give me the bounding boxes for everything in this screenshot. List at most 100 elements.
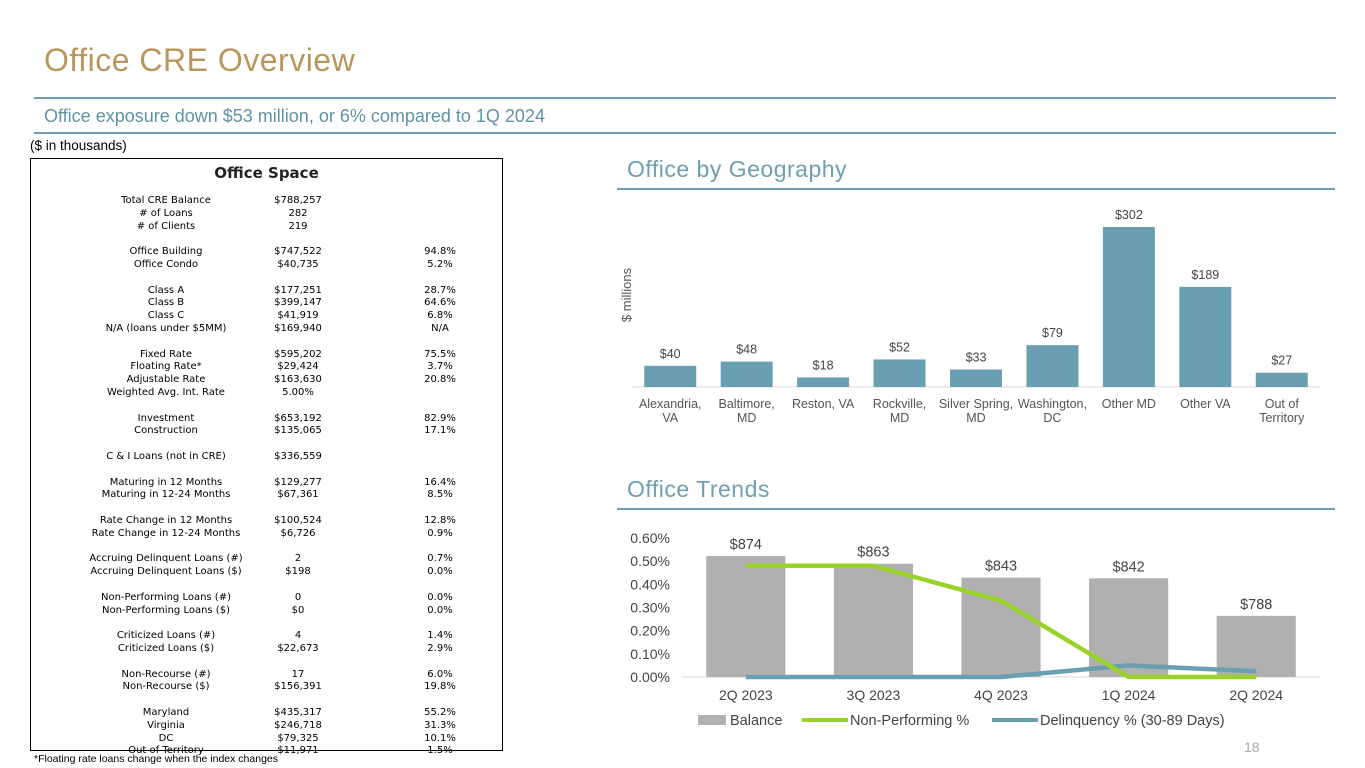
row-value: $67,361 xyxy=(277,489,319,501)
row-label: Maturing in 12 Months xyxy=(109,476,223,488)
table-row: Maryland $435,317 55.2% xyxy=(31,707,502,720)
geo-category-label: VA xyxy=(662,411,678,425)
geo-category-label: Other MD xyxy=(1102,397,1156,411)
row-label: # of Loans xyxy=(139,207,193,219)
table-row: Out of Territory $11,971 1.5% xyxy=(31,745,502,758)
row-percent: 12.8% xyxy=(424,515,456,526)
geo-category-label: MD xyxy=(966,411,985,425)
geo-bar xyxy=(950,369,1002,387)
trend-category-label: 2Q 2023 xyxy=(719,687,773,703)
row-percent: 0.0% xyxy=(427,566,453,578)
row-label: Fixed Rate xyxy=(139,348,193,360)
table-row: Non-Recourse (#) 17 6.0% xyxy=(31,669,502,682)
row-label: Maryland xyxy=(142,707,190,718)
legend-balance-swatch xyxy=(698,715,726,725)
geo-bar xyxy=(797,377,850,387)
table-row: DC $79,325 10.1% xyxy=(31,733,502,746)
trend-category-label: 1Q 2024 xyxy=(1102,687,1156,703)
row-label: Out of Territory xyxy=(128,745,204,757)
row-label: Class B xyxy=(147,297,185,309)
table-row: Rate Change in 12-24 Months $6,726 0.9% xyxy=(31,528,502,541)
table-row: Rate Change in 12 Months $100,524 12.8% xyxy=(31,515,502,528)
row-label: Class C xyxy=(147,310,185,322)
row-percent: 0.9% xyxy=(427,527,453,539)
page-number: 18 xyxy=(1244,739,1260,755)
trend-y-tick: 0.50% xyxy=(630,553,670,569)
geo-bar xyxy=(644,365,697,387)
row-percent: 75.5% xyxy=(424,348,456,360)
office-space-table: Office Space Total CRE Balance $788,257 # … xyxy=(30,158,503,756)
row-value: $40,735 xyxy=(277,259,319,270)
row-value: $435,317 xyxy=(274,707,322,718)
row-value: 219 xyxy=(288,220,308,232)
row-value: $336,559 xyxy=(274,451,322,462)
balance-data-label: $843 xyxy=(985,559,1017,575)
table-row: # of Clients 219 xyxy=(31,221,502,234)
row-percent: 10.1% xyxy=(424,732,456,744)
geo-bar xyxy=(1255,372,1308,387)
row-value: $747,522 xyxy=(274,246,322,258)
row-value: $135,065 xyxy=(274,425,322,437)
table-row: # of Loans 282 xyxy=(31,208,502,221)
row-value: $100,524 xyxy=(274,515,322,526)
table-row: Virginia $246,718 31.3% xyxy=(31,720,502,733)
row-label: Accruing Delinquent Loans (#) xyxy=(89,553,243,565)
row-percent: 20.8% xyxy=(424,374,456,386)
balance-data-label: $842 xyxy=(1112,559,1144,575)
table-row: Weighted Avg. Int. Rate 5.00% xyxy=(31,387,502,400)
row-value: $788,257 xyxy=(274,195,322,206)
row-percent: 1.5% xyxy=(427,745,453,757)
geo-category-label: Territory xyxy=(1259,411,1305,425)
row-percent: 3.7% xyxy=(427,361,453,373)
table-row: Non-Performing Loans ($) $0 0.0% xyxy=(31,605,502,618)
geo-bar xyxy=(1102,227,1155,387)
geo-bar xyxy=(1026,345,1079,387)
geo-category-label: MD xyxy=(890,411,909,425)
row-percent: 31.3% xyxy=(424,719,456,731)
trend-y-tick: 0.20% xyxy=(630,623,670,639)
table-row: Office Condo $40,735 5.2% xyxy=(31,259,502,272)
table-row: Class A $177,251 28.7% xyxy=(31,285,502,298)
row-label: Virginia xyxy=(147,719,185,731)
geo-data-label: $40 xyxy=(660,347,681,361)
trends-divider xyxy=(617,508,1335,510)
table-row: Maturing in 12-24 Months $67,361 8.5% xyxy=(31,489,502,502)
subtitle-divider xyxy=(34,132,1336,134)
row-label: Maturing in 12-24 Months xyxy=(101,489,231,501)
geography-divider xyxy=(617,188,1335,190)
trend-y-tick: 0.60% xyxy=(630,530,670,546)
row-percent: 17.1% xyxy=(424,425,456,437)
geo-category-label: Other VA xyxy=(1180,397,1231,411)
non-performing-line xyxy=(745,563,1257,680)
row-label: Office Condo xyxy=(133,259,199,270)
row-label: Rate Change in 12 Months xyxy=(99,515,233,526)
legend-delinquency-label: Delinquency % (30-89 Days) xyxy=(1040,713,1225,729)
table-row: Total CRE Balance $788,257 xyxy=(31,195,502,208)
row-label: Accruing Delinquent Loans ($) xyxy=(90,566,242,578)
geo-category-label: Out of xyxy=(1265,397,1300,411)
row-value: $79,325 xyxy=(277,732,319,744)
table-row: Criticized Loans (#) 4 1.4% xyxy=(31,630,502,643)
geo-data-label: $33 xyxy=(966,351,987,365)
table-row: C & I Loans (not in CRE) $336,559 xyxy=(31,451,502,464)
row-value: 0 xyxy=(294,591,302,603)
title-divider xyxy=(34,97,1336,99)
geo-bar xyxy=(720,361,773,387)
trend-y-tick: 0.10% xyxy=(630,646,670,662)
row-percent: 1.4% xyxy=(427,630,453,642)
geo-data-label: $27 xyxy=(1271,354,1292,368)
table-row: Accruing Delinquent Loans (#) 2 0.7% xyxy=(31,553,502,566)
trend-y-tick: 0.40% xyxy=(630,576,670,592)
geo-category-label: DC xyxy=(1043,411,1061,425)
row-value: 4 xyxy=(294,630,302,642)
row-label: Investment xyxy=(137,412,195,424)
table-row: Fixed Rate $595,202 75.5% xyxy=(31,349,502,362)
row-label: Class A xyxy=(147,284,185,296)
row-value: $246,718 xyxy=(274,719,322,731)
row-percent: N/A xyxy=(431,323,449,334)
office-by-geography-chart: $ millions$40Alexandria,VA$48Baltimore,M… xyxy=(619,208,1320,425)
geo-bar xyxy=(873,359,926,387)
row-value: $177,251 xyxy=(274,284,322,296)
row-value: 2 xyxy=(294,553,302,565)
table-row: Adjustable Rate $163,630 20.8% xyxy=(31,374,502,387)
